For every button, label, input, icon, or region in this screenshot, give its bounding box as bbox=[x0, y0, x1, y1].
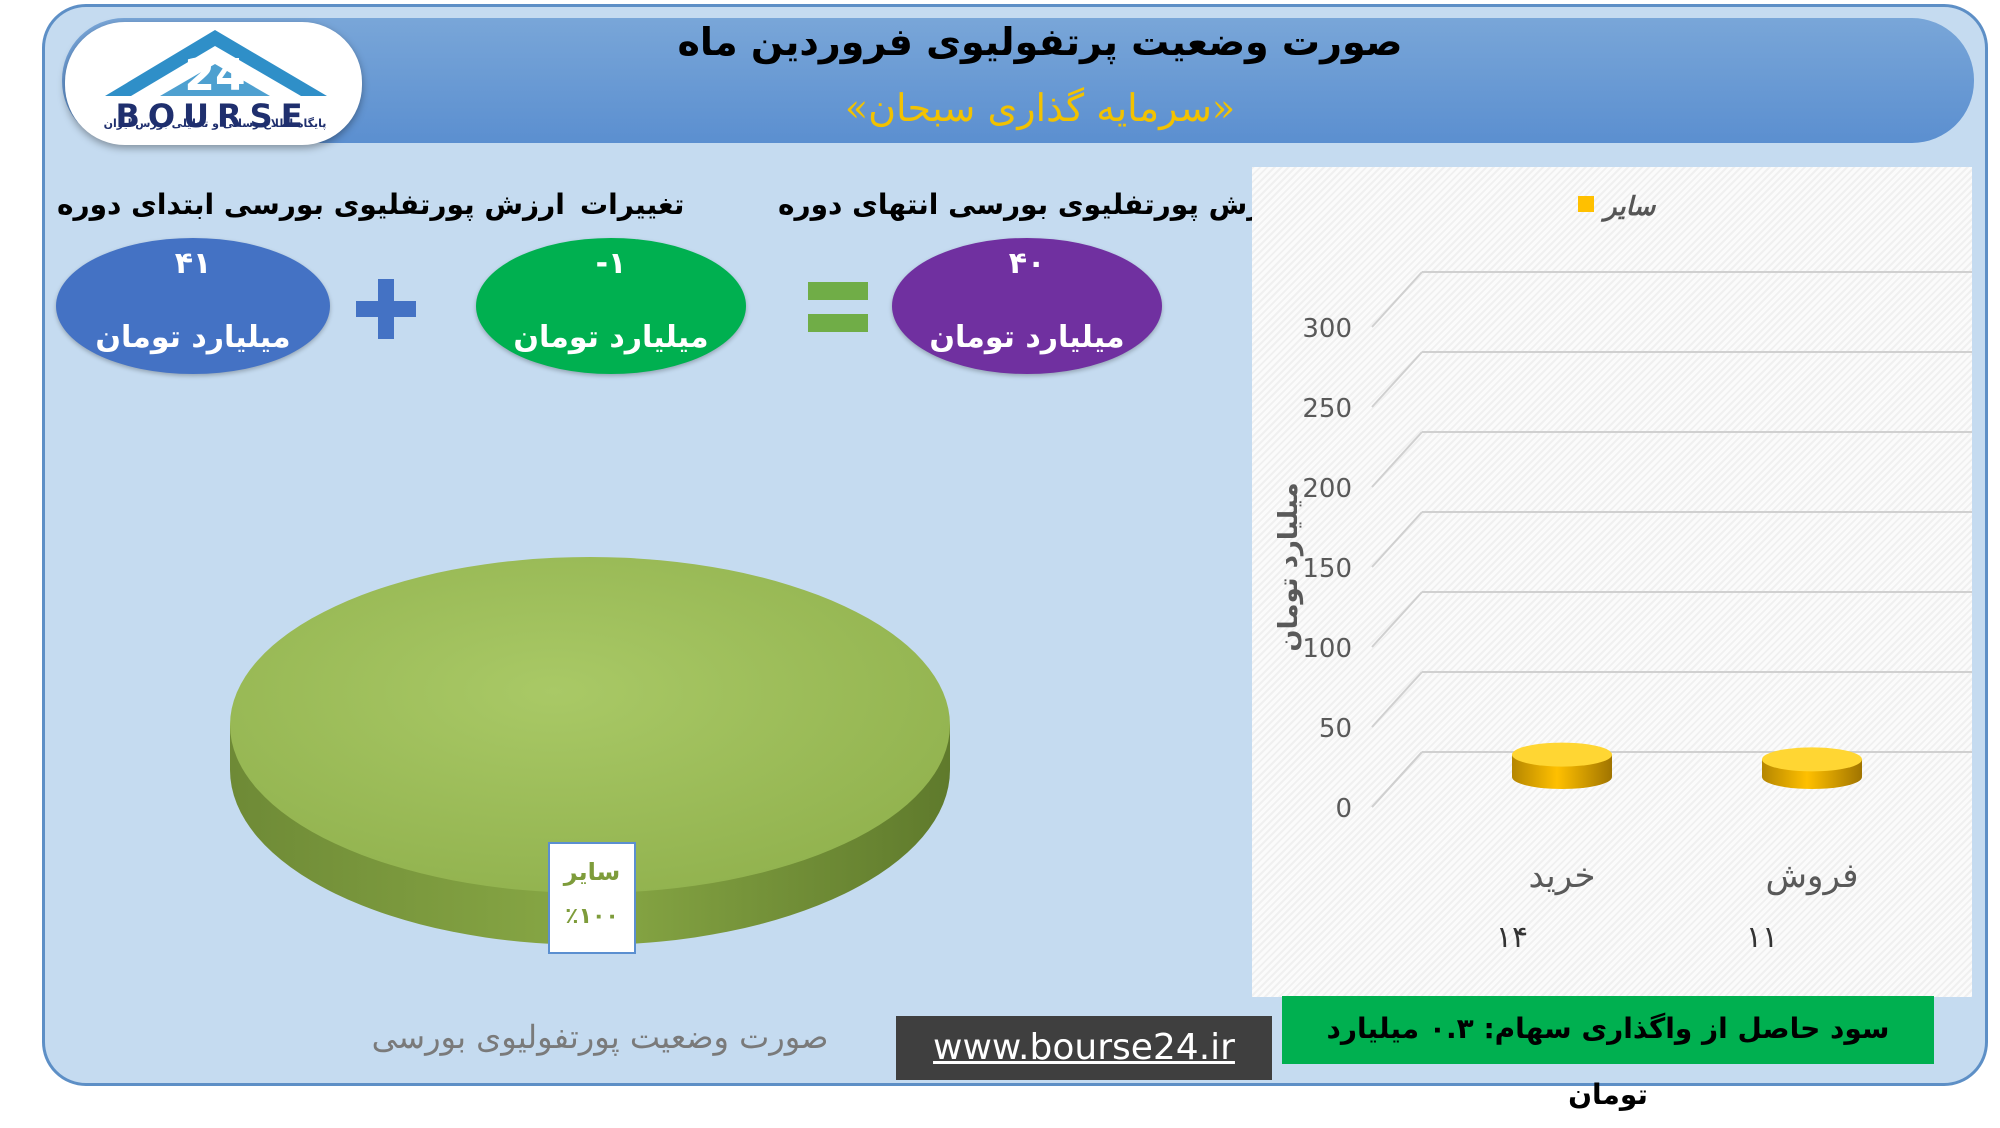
start-value: ۴۱ bbox=[174, 246, 212, 281]
y-axis-label: میلیارد تومان bbox=[1274, 482, 1304, 651]
logo-mark-icon: 24 bbox=[105, 30, 327, 101]
y-tick-label: 250 bbox=[1302, 394, 1352, 424]
pie-label-value: ٪۱۰۰ bbox=[565, 904, 619, 929]
x-tick-label: فروش bbox=[1766, 856, 1859, 896]
start-value-label: ارزش پورتفلیوی بورسی ابتدای دوره bbox=[57, 188, 565, 221]
y-tick-label: 300 bbox=[1302, 314, 1352, 344]
page-title: صورت وضعیت پرتفولیوی فروردین ماه bbox=[677, 20, 1403, 64]
gridline-side bbox=[1371, 511, 1423, 568]
x-tick-label: خرید bbox=[1528, 856, 1595, 896]
logo-subtitle: پایگاه اطلاع رسانی و تحلیلی بورس ایران bbox=[103, 117, 327, 130]
change-ellipse: -۱ میلیارد تومان bbox=[476, 238, 746, 374]
y-tick-label: 100 bbox=[1302, 634, 1352, 664]
bar-1-top bbox=[1512, 742, 1612, 767]
pie-chart bbox=[230, 557, 950, 945]
legend-swatch bbox=[1578, 196, 1594, 212]
end-value-unit: میلیارد تومان bbox=[929, 320, 1125, 355]
bar-2-top bbox=[1762, 747, 1862, 772]
change-value: -۱ bbox=[595, 246, 627, 281]
end-value-ellipse: ۴۰ میلیارد تومان bbox=[892, 238, 1162, 374]
profit-banner: سود حاصل از واگذاری سهام: ۰.۳ میلیارد تو… bbox=[1282, 996, 1934, 1111]
gridline-side bbox=[1371, 671, 1423, 728]
start-value-ellipse: ۴۱ میلیارد تومان bbox=[56, 238, 330, 374]
y-tick-label: 150 bbox=[1302, 554, 1352, 584]
change-label: تغییرات bbox=[580, 188, 685, 221]
gridline-side bbox=[1371, 751, 1423, 808]
change-unit: میلیارد تومان bbox=[513, 320, 709, 355]
pie-data-label: سایر ٪۱۰۰ bbox=[548, 842, 636, 954]
start-value-unit: میلیارد تومان bbox=[95, 320, 291, 355]
gridline-side bbox=[1371, 351, 1423, 408]
bar-chart-panel bbox=[1252, 167, 1972, 997]
gridline-side bbox=[1371, 271, 1423, 328]
bourse24-logo[interactable]: 24 BOURSE bbox=[65, 22, 362, 145]
end-value-label: ارزش پورتفلیوی بورسی انتهای دوره bbox=[778, 188, 1290, 221]
y-tick-label: 0 bbox=[1335, 794, 1352, 824]
bar-value-label: ۱۱ bbox=[1746, 920, 1778, 955]
end-value: ۴۰ bbox=[1008, 246, 1046, 281]
y-tick-label: 50 bbox=[1319, 714, 1352, 744]
pie-slice-other bbox=[230, 557, 950, 893]
plus-icon bbox=[356, 279, 416, 339]
svg-text:24: 24 bbox=[184, 50, 245, 101]
y-tick-label: 200 bbox=[1302, 474, 1352, 504]
equals-icon bbox=[808, 282, 868, 332]
legend-label: سایر bbox=[1604, 192, 1656, 222]
gridline-side bbox=[1371, 591, 1423, 648]
page-subtitle: «سرمایه گذاری سبحان» bbox=[844, 86, 1236, 130]
pie-label-name: سایر bbox=[563, 858, 621, 886]
website-link[interactable]: www.bourse24.ir bbox=[896, 1016, 1272, 1080]
header-banner bbox=[62, 18, 1974, 143]
pie-caption: صورت وضعیت پورتفولیوی بورسی bbox=[371, 1018, 829, 1056]
logo-wordmark: BOURSE bbox=[115, 97, 311, 135]
bar-value-label: ۱۴ bbox=[1496, 920, 1528, 955]
gridline-side bbox=[1371, 431, 1423, 488]
